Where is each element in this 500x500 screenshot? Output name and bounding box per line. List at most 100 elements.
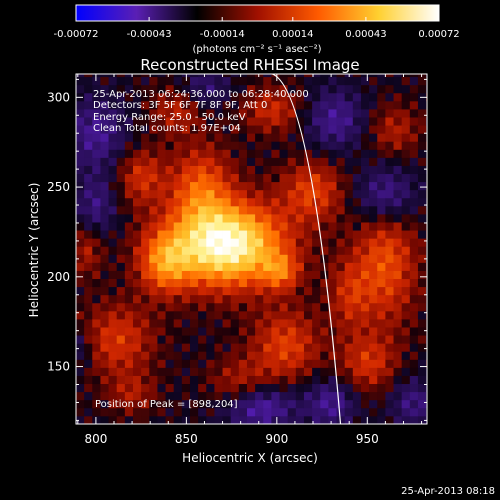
heatmap-cell	[76, 391, 85, 401]
heatmap-cell	[401, 181, 411, 191]
heatmap-cell	[230, 197, 240, 207]
heatmap-cell	[320, 335, 329, 344]
heatmap-cell	[344, 222, 354, 231]
heatmap-cell	[189, 294, 199, 304]
heatmap-cell	[189, 367, 199, 376]
heatmap-cell	[230, 100, 240, 110]
heatmap-cell	[246, 294, 256, 304]
heatmap-cell	[369, 165, 378, 175]
heatmap-cell	[198, 310, 207, 320]
heatmap-cell	[198, 359, 207, 368]
heatmap-cell	[287, 181, 297, 191]
heatmap-cell	[246, 76, 256, 86]
heatmap-cell	[198, 278, 207, 288]
heatmap-cell	[417, 327, 427, 336]
heatmap-cell	[303, 76, 313, 86]
heatmap-cell	[116, 399, 126, 409]
heatmap-cell	[181, 197, 191, 207]
heatmap-cell	[108, 84, 118, 94]
heatmap-cell	[279, 133, 289, 142]
heatmap-cell	[100, 230, 109, 239]
heatmap-cell	[401, 157, 411, 166]
heatmap-cell	[312, 254, 321, 263]
heatmap-cell	[401, 343, 411, 352]
heatmap-cell	[263, 407, 272, 417]
heatmap-cell	[320, 109, 329, 118]
heatmap-cell	[279, 157, 289, 166]
heatmap-cell	[377, 383, 386, 393]
heatmap-cell	[222, 262, 232, 271]
heatmap-cell	[303, 100, 313, 110]
heatmap-cell	[255, 319, 264, 328]
heatmap-cell	[108, 302, 118, 312]
heatmap-cell	[409, 286, 419, 296]
heatmap-cell	[108, 383, 118, 393]
heatmap-cell	[124, 246, 134, 255]
heatmap-cell	[246, 335, 256, 344]
heatmap-cell	[295, 302, 305, 312]
heatmap-cell	[173, 310, 183, 320]
heatmap-cell	[263, 367, 272, 376]
heatmap-cell	[222, 222, 232, 231]
heatmap-cell	[344, 391, 354, 401]
heatmap-cell	[100, 351, 109, 360]
heatmap-cell	[206, 415, 215, 424]
heatmap-cell	[255, 109, 264, 118]
heatmap-cell	[165, 222, 175, 231]
heatmap-cell	[100, 133, 109, 142]
heatmap-cell	[279, 407, 289, 417]
heatmap-cell	[132, 173, 142, 183]
heatmap-cell	[92, 407, 101, 417]
heatmap-cell	[312, 343, 321, 352]
heatmap-cell	[214, 149, 223, 158]
heatmap-cell	[206, 270, 215, 280]
heatmap-cell	[377, 286, 386, 296]
heatmap-cell	[360, 100, 370, 110]
heatmap-cell	[149, 205, 158, 215]
heatmap-cell	[198, 222, 207, 231]
heatmap-cell	[141, 327, 150, 336]
heatmap-cell	[173, 343, 183, 352]
heatmap-cell	[222, 74, 232, 78]
heatmap-cell	[336, 238, 346, 247]
heatmap-cell	[409, 165, 419, 175]
heatmap-cell	[287, 76, 297, 86]
heatmap-cell	[214, 246, 223, 255]
x-tick-label: 800	[84, 432, 107, 446]
heatmap-cell	[328, 74, 337, 78]
heatmap-cell	[320, 157, 329, 166]
heatmap-cell	[409, 238, 419, 247]
heatmap-cell	[108, 189, 118, 199]
heatmap-cell	[279, 173, 289, 183]
heatmap-cell	[238, 214, 248, 223]
heatmap-cell	[393, 230, 403, 239]
heatmap-cell	[377, 181, 386, 191]
heatmap-cell	[108, 173, 118, 183]
heatmap-cell	[100, 238, 109, 247]
heatmap-cell	[409, 375, 419, 385]
heatmap-cell	[271, 286, 280, 296]
heatmap-cell	[198, 415, 207, 424]
heatmap-cell	[360, 367, 370, 376]
heatmap-cell	[124, 189, 134, 199]
heatmap-cell	[238, 367, 248, 376]
heatmap-cell	[214, 375, 223, 385]
heatmap-cell	[84, 278, 93, 288]
heatmap-cell	[385, 343, 394, 352]
heatmap-cell	[92, 133, 101, 142]
heatmap-cell	[417, 125, 427, 134]
heatmap-cell	[108, 367, 118, 376]
heatmap-cell	[279, 310, 289, 320]
heatmap-cell	[336, 214, 346, 223]
heatmap-cell	[303, 238, 313, 247]
heatmap-cell	[312, 415, 321, 424]
heatmap-cell	[238, 319, 248, 328]
heatmap-cell	[303, 141, 313, 150]
heatmap-cell	[409, 189, 419, 199]
heatmap-cell	[271, 100, 280, 110]
heatmap-cell	[344, 133, 354, 142]
heatmap-cell	[369, 230, 378, 239]
heatmap-cell	[76, 270, 85, 280]
heatmap-cell	[336, 230, 346, 239]
heatmap-cell	[369, 367, 378, 376]
